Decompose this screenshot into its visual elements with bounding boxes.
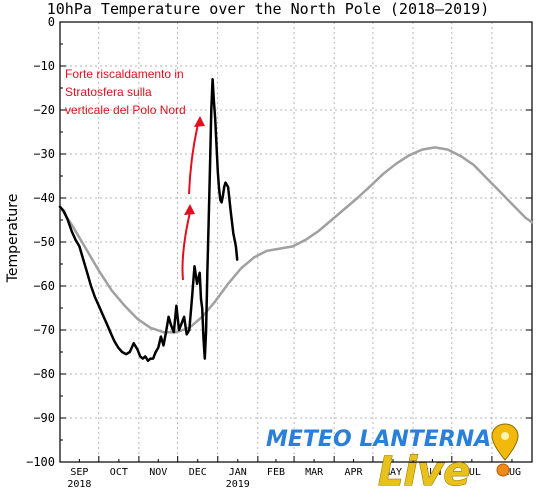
- x-tick-label: OCT: [110, 467, 128, 478]
- y-tick-label: −40: [33, 191, 55, 205]
- y-tick-label: 0: [48, 15, 55, 29]
- map-pin-dot-icon: [501, 432, 509, 440]
- y-tick-label: −50: [33, 235, 55, 249]
- warming-arrows: [181, 116, 205, 281]
- map-pin-icon: [491, 423, 519, 461]
- y-tick-label: −20: [33, 103, 55, 117]
- y-tick-label: −90: [33, 411, 55, 425]
- observed-2018-2019-line: [58, 77, 239, 363]
- annotation-line: verticale del Polo Nord: [65, 103, 186, 117]
- x-tick-label: MAR: [305, 467, 324, 478]
- climatology-line: [58, 146, 534, 334]
- red-arrow: [181, 211, 191, 281]
- y-tick-label: −10: [33, 59, 55, 73]
- x-tick-label: MAY: [384, 467, 402, 478]
- year-label: 2019: [226, 479, 250, 490]
- x-tick-label: JAN: [229, 467, 247, 478]
- annotation-text: Forte riscaldamento in Stratosfera sulla v…: [65, 67, 186, 117]
- x-tick-label: JUN: [423, 467, 441, 478]
- series-lines: [58, 77, 534, 363]
- x-tick-label: NOV: [149, 467, 167, 478]
- y-tick-label: −80: [33, 367, 55, 381]
- logo-brand-text: METEO LANTERNA: [266, 427, 491, 452]
- x-tick-label: APR: [345, 467, 364, 478]
- year-label: 2018: [67, 479, 91, 490]
- y-tick-label: −100: [26, 455, 55, 469]
- grid-lines: [60, 22, 532, 462]
- x-tick-label: FEB: [267, 467, 285, 478]
- x-tick-label: JUL: [463, 467, 481, 478]
- x-tick-label: AUG: [503, 467, 521, 478]
- y-tick-label: −30: [33, 147, 55, 161]
- y-tick-label: −70: [33, 323, 55, 337]
- y-axis-label: Temperature: [5, 194, 21, 284]
- x-tick-label: DEC: [189, 467, 207, 478]
- red-arrow: [188, 123, 199, 195]
- logo-sub-text: Live: [378, 449, 470, 495]
- chart-title: 10hPa Temperature over the North Pole (2…: [47, 0, 490, 18]
- red-arrow-head: [194, 116, 205, 127]
- x-tick-label: SEP: [70, 467, 88, 478]
- red-arrow-head: [184, 204, 195, 215]
- y-tick-label: −60: [33, 279, 55, 293]
- annotation-line: Forte riscaldamento in: [65, 67, 184, 81]
- annotation-line: Stratosfera sulla: [65, 85, 152, 99]
- axis-ticks: 0 −10 −20 −30 −40 −50 −60 −70 −80 −90 −100 SEP OCT NO…: [26, 15, 532, 490]
- sun-icon: [496, 463, 510, 477]
